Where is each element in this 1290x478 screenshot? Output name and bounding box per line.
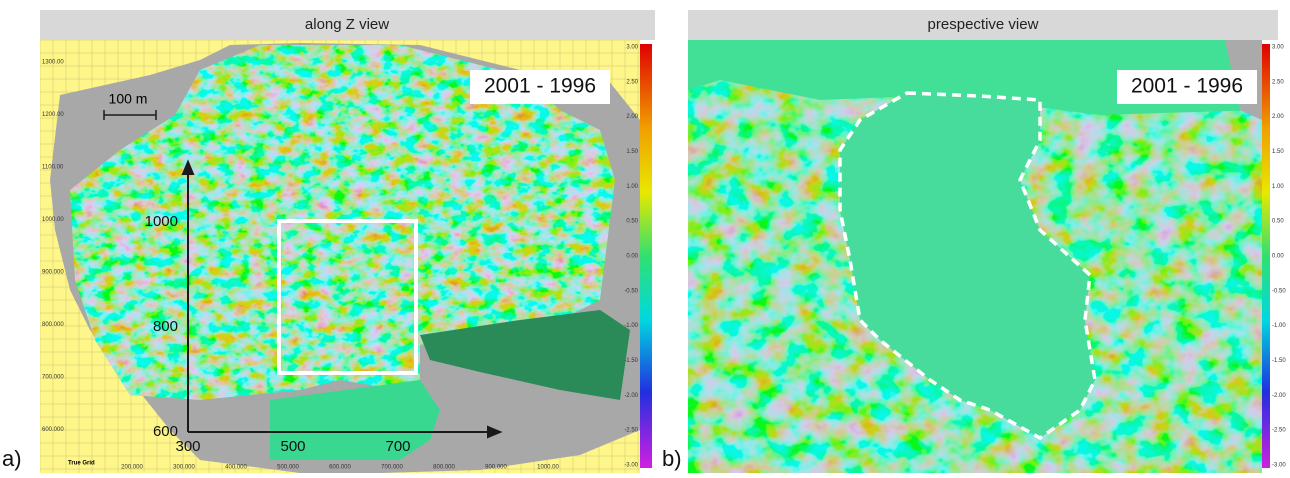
colorbar-label: -1.00 xyxy=(1272,323,1286,329)
colorbar-label: -0.50 xyxy=(624,288,638,294)
colorbar-label: -0.50 xyxy=(1272,288,1286,294)
colorbar-label: -1.00 xyxy=(624,323,638,329)
colorbar-label: -1.50 xyxy=(624,358,638,364)
annotation: 2001 - 1996 xyxy=(484,75,596,98)
panel-label: b) xyxy=(662,446,682,471)
colorbar-label: -2.50 xyxy=(624,428,638,434)
colorbar-label: 1.00 xyxy=(626,184,638,190)
colorbar-label: 3.00 xyxy=(1272,45,1284,51)
grid-x-label: 1000.00 xyxy=(537,465,559,471)
grid-x-label: 700.000 xyxy=(381,465,403,471)
grid-x-label: 200.000 xyxy=(121,465,143,471)
grid-x-label: 900.000 xyxy=(485,465,507,471)
grid-x-label: 400.000 xyxy=(225,465,247,471)
scale-bar-label: 100 m xyxy=(109,91,148,107)
colorbar-label: 1.00 xyxy=(1272,184,1284,190)
grid-y-label: 600.000 xyxy=(42,427,64,433)
colorbar-label: 1.50 xyxy=(1272,149,1284,155)
grid-y-label: 700.000 xyxy=(42,375,64,381)
axis-y-label: 1000 xyxy=(145,213,178,230)
map-b xyxy=(688,40,1262,473)
colorbar-label: 0.00 xyxy=(626,254,638,260)
figure: along Z view 2001 - 1996 100 m a) True G… xyxy=(0,0,1290,473)
colorbar-label: -2.50 xyxy=(1272,428,1286,434)
colorbar-label: 2.00 xyxy=(1272,114,1284,120)
grid-x-label: 800.000 xyxy=(433,465,455,471)
colorbar xyxy=(640,44,652,468)
axis-x-label: 500 xyxy=(280,438,305,455)
grid-x-label: 600.000 xyxy=(329,465,351,471)
panel-title: along Z view xyxy=(305,16,389,33)
axis-y-label: 600 xyxy=(153,423,178,440)
colorbar-label: -3.00 xyxy=(624,463,638,469)
colorbar-label: 0.50 xyxy=(1272,219,1284,225)
colorbar-label: -3.00 xyxy=(1272,463,1286,469)
grid-y-label: 1300.00 xyxy=(42,60,64,66)
grid-y-label: 1100.00 xyxy=(42,165,64,171)
panel-title: prespective view xyxy=(928,16,1039,33)
annotation: 2001 - 1996 xyxy=(1131,75,1243,98)
grid-x-label: 500.000 xyxy=(277,465,299,471)
axis-x-label: 700 xyxy=(385,438,410,455)
grid-y-label: 900.000 xyxy=(42,270,64,276)
colorbar-label: 0.50 xyxy=(626,219,638,225)
panel-label: a) xyxy=(2,446,22,471)
colorbar-label: 3.00 xyxy=(626,45,638,51)
grid-y-label: 800.000 xyxy=(42,322,64,328)
grid-y-label: 1200.00 xyxy=(42,112,64,118)
axis-y-label: 800 xyxy=(153,318,178,335)
colorbar-label: 2.00 xyxy=(626,114,638,120)
colorbar-label: 0.00 xyxy=(1272,254,1284,260)
grid-x-label: 300.000 xyxy=(173,465,195,471)
colorbar-label: -1.50 xyxy=(1272,358,1286,364)
axis-x-label: 300 xyxy=(175,438,200,455)
colorbar-label: -2.00 xyxy=(624,393,638,399)
colorbar-label: 2.50 xyxy=(1272,79,1284,85)
colorbar-label: 1.50 xyxy=(626,149,638,155)
colorbar-label: 2.50 xyxy=(626,79,638,85)
colorbar-label: -2.00 xyxy=(1272,393,1286,399)
colorbar xyxy=(1262,44,1270,468)
grid-y-label: 1000.00 xyxy=(42,217,64,223)
grid-caption: True Grid xyxy=(68,461,95,467)
